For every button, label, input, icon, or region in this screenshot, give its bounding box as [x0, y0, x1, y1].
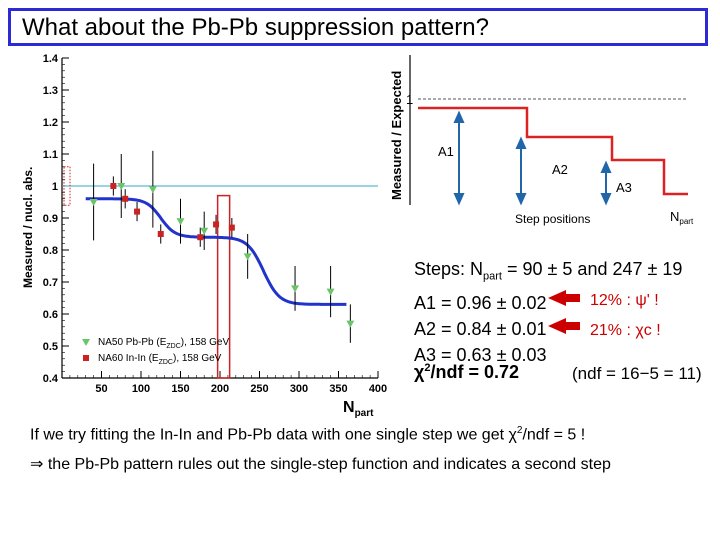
data-point-in-in	[213, 221, 220, 228]
data-point-pb-pb	[176, 218, 185, 226]
x-axis-label: Npart	[343, 399, 374, 419]
data-point-in-in	[157, 231, 164, 237]
y-tick-label: 0.6	[43, 309, 58, 321]
y-tick-label: 1	[52, 181, 58, 193]
y-tick-label: 0.5	[43, 341, 58, 353]
data-point-pb-pb	[148, 186, 157, 194]
title-box	[8, 8, 708, 46]
x-tick-label: 300	[290, 383, 308, 395]
systematic-box	[63, 166, 71, 206]
y-tick-label: 0.4	[43, 373, 59, 385]
results-block: Steps: Npart = 90 ± 5 and 247 ± 19 A1 = …	[414, 256, 682, 368]
ndf-note: (ndf = 16−5 = 11)	[572, 364, 702, 383]
chi2-result: χ2/ndf = 0.72	[414, 362, 520, 382]
data-point-in-in	[134, 208, 141, 215]
pct-chi-c: 21% : χc !	[590, 322, 661, 339]
y-tick-label: 0.9	[43, 213, 58, 225]
x-tick-label: 400	[369, 383, 387, 395]
data-point-pb-pb	[200, 227, 209, 235]
page-title: What about the Pb-Pb suppression pattern…	[22, 14, 489, 41]
y-axis-label: Measured / nucl. abs.	[21, 167, 35, 288]
legend-marker-triangle	[82, 339, 90, 346]
data-point-in-in	[228, 224, 235, 231]
y-tick-label: 1.4	[43, 53, 59, 65]
x-tick-label: 100	[132, 383, 150, 395]
y-tick-label: 1.2	[43, 117, 58, 129]
x-tick-label: 150	[171, 383, 189, 395]
systematic-box	[216, 194, 231, 379]
data-point-in-in	[122, 195, 129, 202]
data-point-pb-pb	[326, 288, 335, 296]
y-tick-label: 1.1	[43, 149, 58, 161]
data-point-pb-pb	[89, 199, 98, 206]
data-point-pb-pb	[117, 183, 126, 190]
x-tick-label: 50	[95, 383, 107, 395]
steps-line: Steps: Npart = 90 ± 5 and 247 ± 19	[414, 259, 683, 283]
legend-marker-square	[83, 355, 89, 361]
a1-value: A1 = 0.96 ± 0.02	[414, 292, 547, 313]
fit-curve	[85, 197, 347, 306]
x-tick-label: 200	[211, 383, 229, 395]
legend-label: NA60 In-In (EZDC), 158 GeV	[98, 353, 222, 366]
a3-value: A3 = 0.63 ± 0.03	[414, 344, 547, 365]
y-tick-label: 0.8	[43, 245, 58, 257]
x-tick-label: 350	[329, 383, 347, 395]
y-tick-label: 1.3	[43, 85, 58, 97]
conclusion-line-1: If we try fitting the In-In and Pb-Pb da…	[30, 425, 586, 444]
data-point-pb-pb	[243, 253, 252, 261]
pct-psi-prime: 12% : ψ' !	[590, 292, 659, 309]
legend-label: NA50 Pb-Pb (EZDC), 158 GeV	[98, 337, 229, 350]
x-tick-label: 250	[250, 383, 268, 395]
conclusion-line-2: ⇒ the Pb-Pb pattern rules out the single…	[30, 456, 611, 473]
y-tick-label: 0.7	[43, 277, 58, 289]
data-point-pb-pb	[346, 320, 355, 328]
data-point-pb-pb	[291, 285, 300, 293]
a2-value: A2 = 0.84 ± 0.01	[414, 318, 547, 339]
data-point-in-in	[197, 234, 204, 241]
data-point-in-in	[110, 183, 117, 189]
